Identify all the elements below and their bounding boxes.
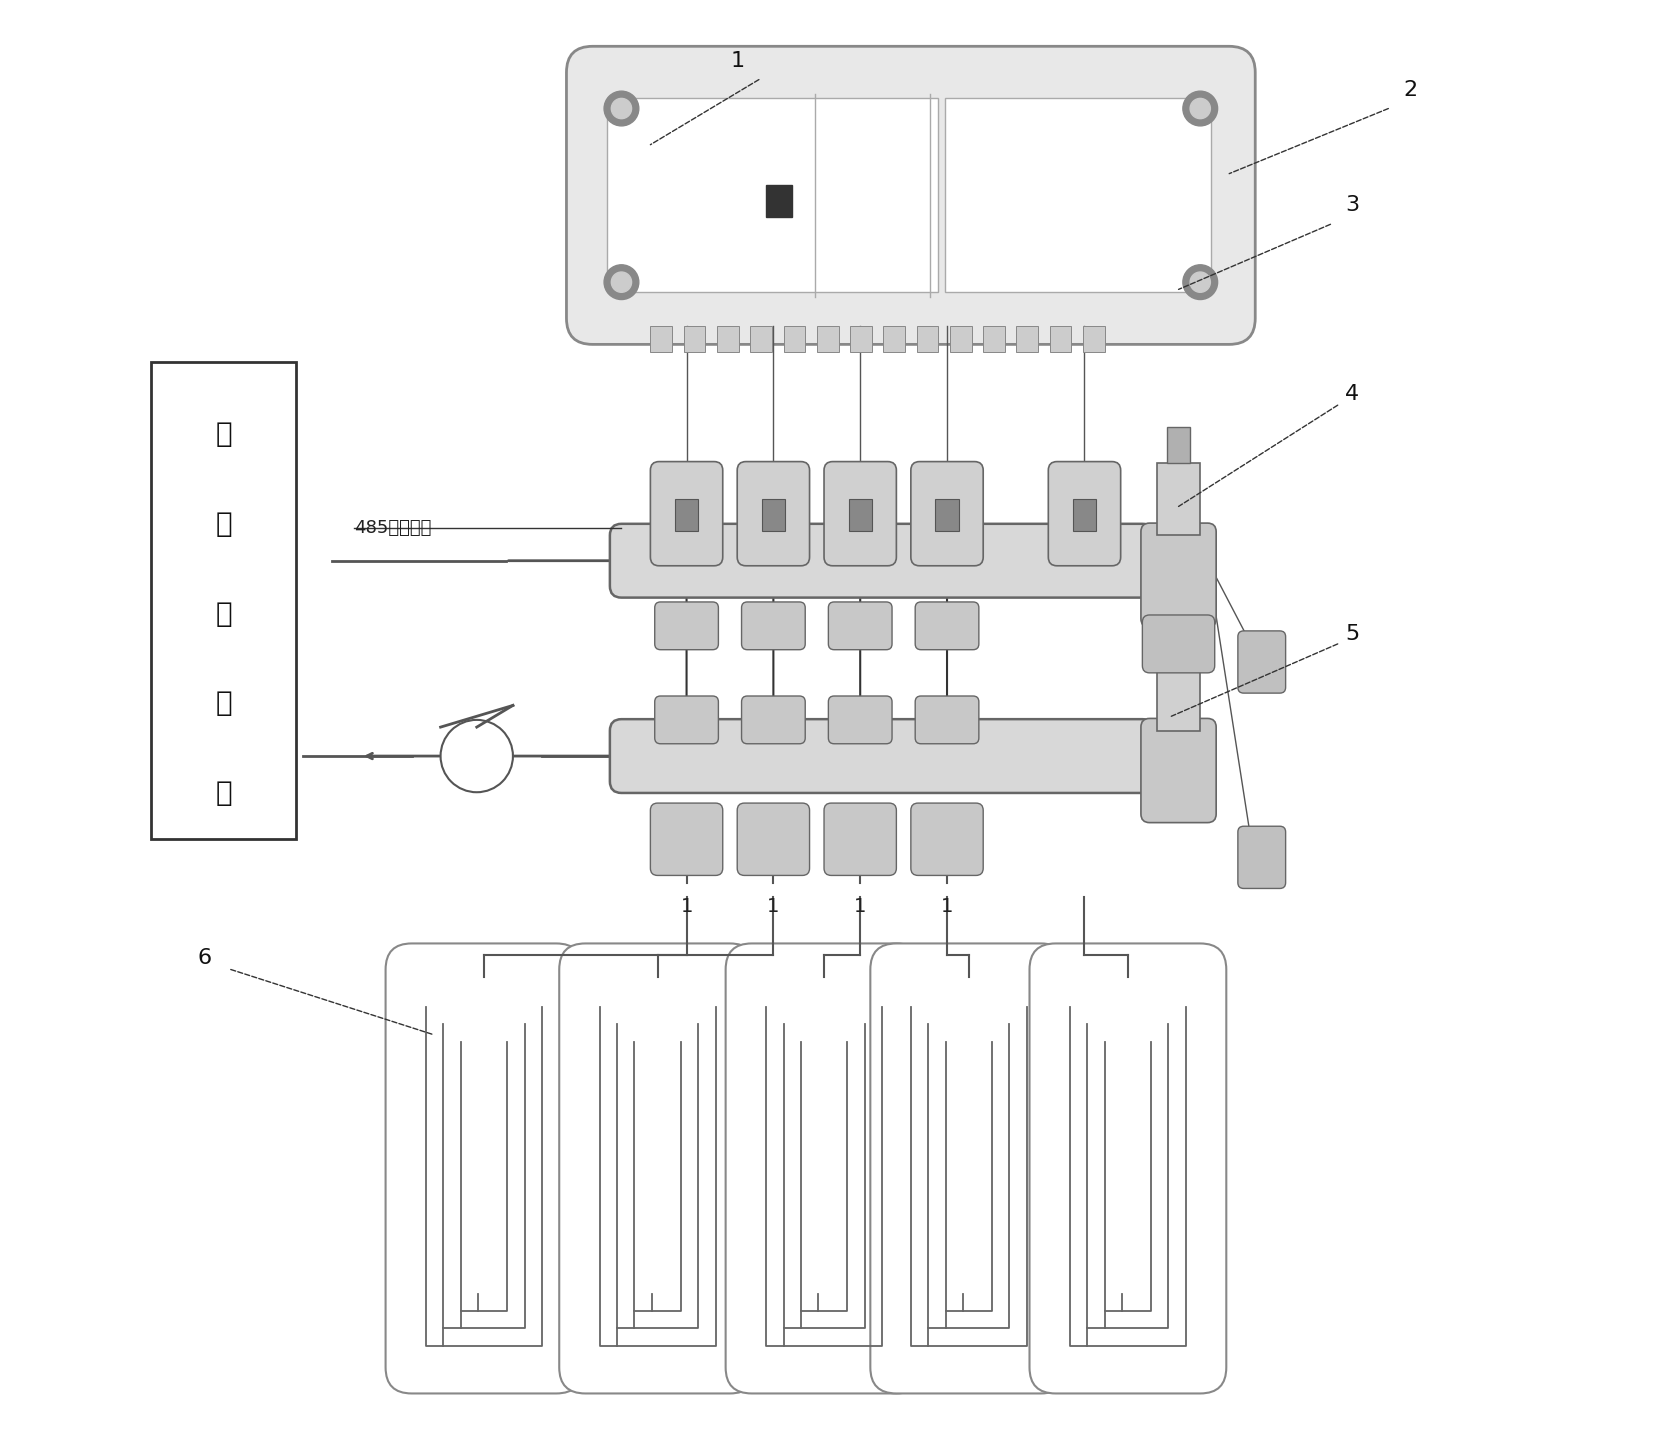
Bar	[750, 326, 771, 352]
Circle shape	[604, 91, 639, 126]
FancyBboxPatch shape	[741, 696, 805, 744]
Bar	[917, 326, 939, 352]
FancyBboxPatch shape	[916, 696, 979, 744]
FancyBboxPatch shape	[911, 462, 983, 566]
Bar	[1050, 326, 1072, 352]
Circle shape	[612, 98, 632, 119]
Bar	[1083, 326, 1105, 352]
Bar	[1157, 666, 1201, 731]
FancyBboxPatch shape	[823, 803, 897, 875]
Bar	[949, 326, 971, 352]
Circle shape	[1191, 98, 1211, 119]
FancyBboxPatch shape	[1030, 943, 1226, 1393]
Text: 1: 1	[941, 897, 953, 916]
Bar	[1016, 326, 1038, 352]
Text: 气: 气	[215, 509, 231, 538]
Bar	[684, 326, 706, 352]
Bar	[850, 326, 872, 352]
Text: 3: 3	[1345, 195, 1360, 216]
Bar	[884, 326, 906, 352]
FancyBboxPatch shape	[386, 943, 582, 1393]
FancyBboxPatch shape	[1140, 719, 1216, 822]
FancyBboxPatch shape	[1140, 524, 1216, 628]
Bar	[151, 362, 295, 839]
FancyBboxPatch shape	[823, 462, 897, 566]
Bar	[1157, 463, 1201, 535]
Text: 热: 热	[215, 689, 231, 718]
Text: 5: 5	[1345, 624, 1360, 644]
FancyBboxPatch shape	[558, 943, 756, 1393]
FancyBboxPatch shape	[610, 524, 1154, 598]
FancyBboxPatch shape	[741, 602, 805, 650]
Circle shape	[1182, 91, 1218, 126]
FancyBboxPatch shape	[654, 602, 718, 650]
Bar	[1073, 499, 1097, 531]
Bar	[761, 499, 785, 531]
FancyBboxPatch shape	[911, 803, 983, 875]
Bar	[674, 499, 698, 531]
Text: 1: 1	[729, 51, 745, 71]
FancyBboxPatch shape	[567, 46, 1256, 344]
Text: 泵: 泵	[215, 778, 231, 807]
FancyBboxPatch shape	[870, 943, 1067, 1393]
FancyBboxPatch shape	[651, 803, 723, 875]
Bar	[766, 185, 792, 217]
Bar	[983, 326, 1005, 352]
FancyBboxPatch shape	[654, 696, 718, 744]
FancyBboxPatch shape	[651, 462, 723, 566]
Text: 空: 空	[215, 420, 231, 449]
FancyBboxPatch shape	[916, 602, 979, 650]
FancyBboxPatch shape	[726, 943, 922, 1393]
Circle shape	[604, 265, 639, 300]
FancyBboxPatch shape	[1048, 462, 1120, 566]
Bar	[651, 326, 672, 352]
Text: 1: 1	[854, 897, 867, 916]
FancyBboxPatch shape	[828, 696, 892, 744]
Text: 能: 能	[215, 599, 231, 628]
FancyBboxPatch shape	[1142, 615, 1214, 673]
Bar	[946, 98, 1211, 292]
Bar	[817, 326, 838, 352]
FancyBboxPatch shape	[738, 803, 810, 875]
FancyBboxPatch shape	[1238, 631, 1286, 693]
Circle shape	[1191, 272, 1211, 292]
Circle shape	[1182, 265, 1218, 300]
Bar	[849, 499, 872, 531]
FancyBboxPatch shape	[1238, 826, 1286, 888]
Bar	[718, 326, 738, 352]
Bar	[607, 98, 937, 292]
Bar	[1167, 427, 1191, 463]
Bar	[783, 326, 805, 352]
Text: 1: 1	[766, 897, 780, 916]
Text: 4: 4	[1345, 383, 1360, 404]
Bar	[936, 499, 959, 531]
Text: 485通讯接口: 485通讯接口	[354, 519, 431, 537]
Text: 1: 1	[681, 897, 693, 916]
FancyBboxPatch shape	[828, 602, 892, 650]
Circle shape	[441, 721, 513, 793]
Text: 2: 2	[1404, 80, 1417, 100]
FancyBboxPatch shape	[738, 462, 810, 566]
FancyBboxPatch shape	[610, 719, 1154, 793]
Circle shape	[612, 272, 632, 292]
Text: 6: 6	[198, 948, 211, 968]
